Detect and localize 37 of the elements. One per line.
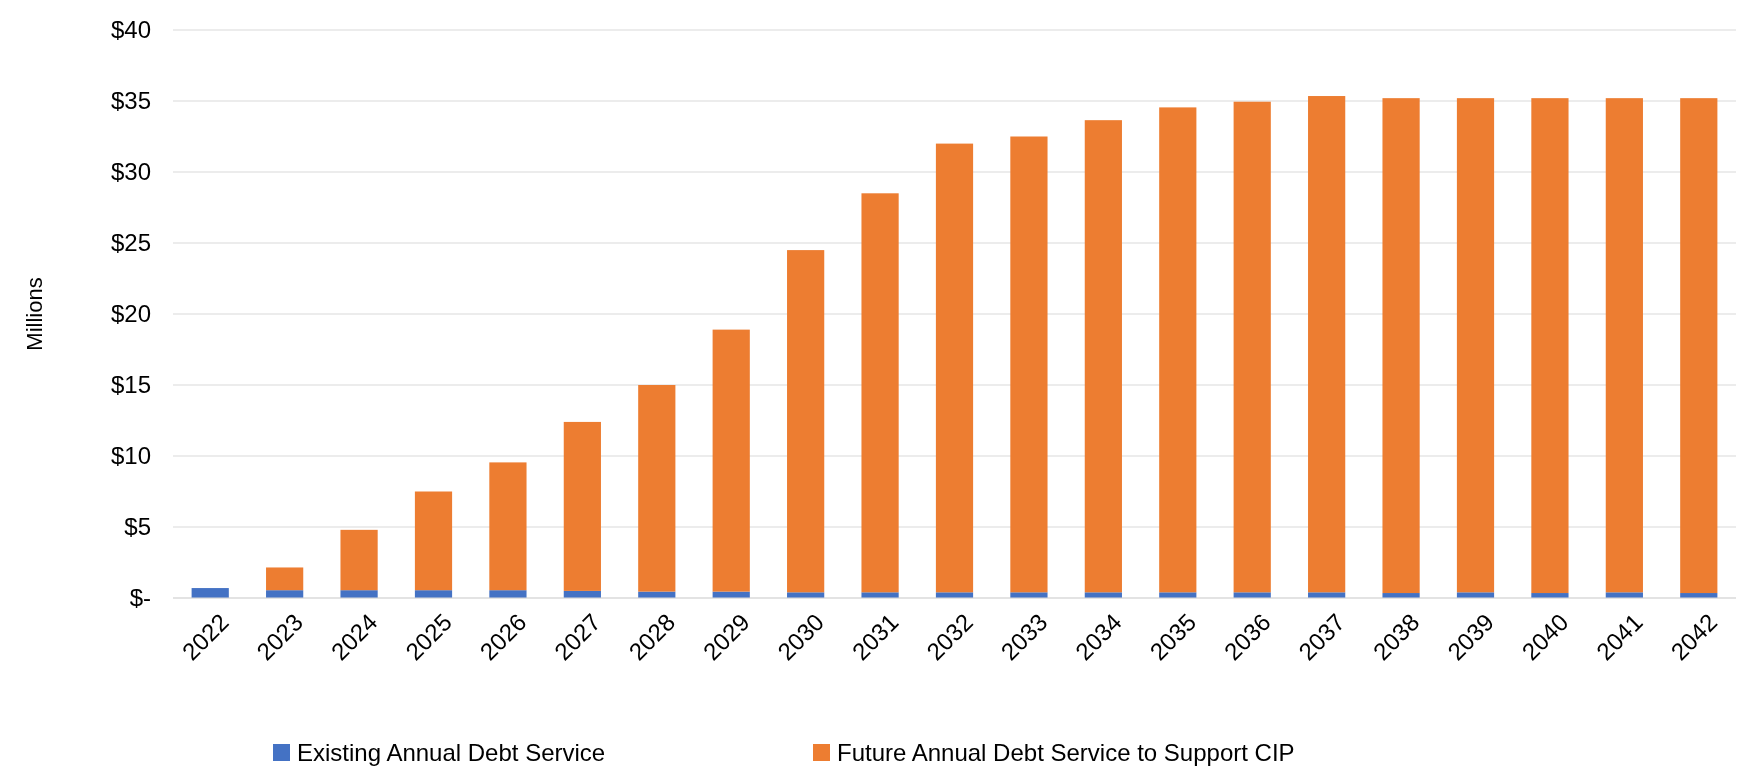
legend-label: Future Annual Debt Service to Support CIP xyxy=(837,739,1295,767)
bar xyxy=(489,462,527,591)
y-tick-label: $5 xyxy=(124,513,151,541)
bar xyxy=(935,143,974,593)
y-tick-label: $- xyxy=(129,584,151,612)
bar xyxy=(638,385,676,592)
bar xyxy=(414,491,453,591)
bar xyxy=(1456,98,1495,593)
bar xyxy=(266,567,304,591)
y-tick-label: $10 xyxy=(110,442,151,470)
bar xyxy=(1010,136,1048,593)
bar xyxy=(1531,98,1569,594)
y-tick-label: $25 xyxy=(110,229,151,257)
bar xyxy=(1084,120,1122,593)
y-tick-label: $40 xyxy=(110,16,151,44)
bar xyxy=(861,193,899,593)
bar xyxy=(340,529,378,591)
bar xyxy=(787,250,825,593)
bar xyxy=(1382,98,1420,594)
y-tick-label: $15 xyxy=(110,371,151,399)
bar xyxy=(1605,98,1643,593)
y-axis-title: Millions xyxy=(22,277,47,351)
y-tick-label: $20 xyxy=(110,300,151,328)
bar xyxy=(191,588,229,598)
bar xyxy=(340,590,378,598)
bar xyxy=(1159,107,1197,593)
bar xyxy=(489,590,527,598)
y-tick-label: $30 xyxy=(110,158,151,186)
bar xyxy=(1680,98,1718,594)
bar xyxy=(563,421,601,591)
bar xyxy=(712,329,750,592)
bar xyxy=(1010,592,1048,598)
bar xyxy=(1308,96,1346,593)
y-tick-label: $35 xyxy=(110,87,151,115)
bar xyxy=(861,592,899,598)
legend-label: Existing Annual Debt Service xyxy=(297,739,606,767)
bar xyxy=(1233,101,1271,593)
